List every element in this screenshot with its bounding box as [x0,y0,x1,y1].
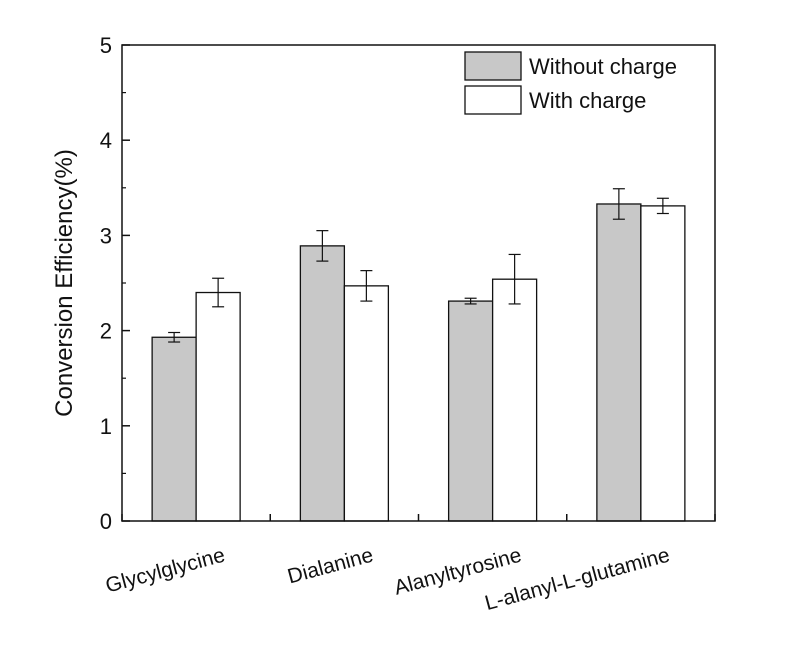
bar-with-charge-3 [640,205,686,522]
y-tick-label: 4 [100,128,112,153]
legend-label: With charge [529,88,646,113]
bar-with-charge-2 [491,278,538,522]
y-tick-label: 2 [100,319,112,344]
bar-without-charge-2 [447,300,494,522]
bar-with-charge-1 [343,285,390,522]
bar-without-charge-1 [299,245,346,522]
x-axis: Glycylglycine Dialanine AlanyltyrosineL-al… [103,514,716,615]
y-tick-label: 3 [100,223,112,248]
error-bar-1-2 [508,253,521,305]
bar-with-charge-0 [195,291,241,522]
legend: Without charge With charge [464,51,677,115]
error-bar-1-0 [212,277,225,308]
x-tick-label: Dialanine [285,544,376,589]
error-bar-0-2 [464,297,477,305]
x-tick-label: Glycylglycine [103,544,227,598]
y-axis-label: Conversion Efficiency(%) [51,149,78,417]
y-tick-label: 0 [100,509,112,534]
error-bar-1-3 [656,197,669,215]
y-tick-label: 1 [100,414,112,439]
y-axis: 0 1 2 3 4 5 [100,33,130,534]
bar-without-charge-3 [596,203,642,522]
error-bar-0-0 [168,331,181,343]
legend-swatch [464,85,522,115]
legend-label: Without charge [529,54,677,79]
chart-marks [151,188,686,522]
legend-swatch [464,51,522,81]
error-bar-0-1 [316,230,329,262]
bar-without-charge-0 [151,336,197,522]
error-bar-1-1 [360,270,373,302]
error-bar-0-3 [612,188,625,220]
y-tick-label: 5 [100,33,112,58]
